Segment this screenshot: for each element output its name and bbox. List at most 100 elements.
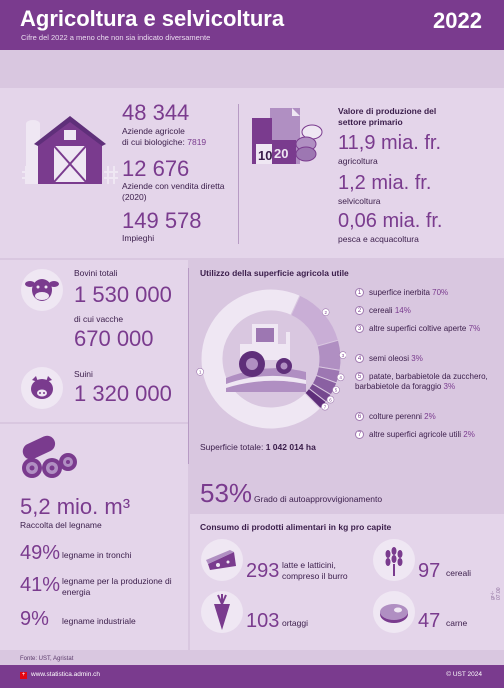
meat-value: 47 [418,610,441,632]
consumption-heading: Consumo di prodotti alimentari in kg pro… [200,522,392,532]
production-fish-value: 0,06 mia. fr. [338,210,443,232]
production-agri-value: 11,9 mia. fr. [338,132,442,154]
donut-marker-label-5: 5 [335,388,338,393]
legend-number: 2 [355,306,364,315]
legend-number: 5 [355,372,364,381]
wood-harvest-value: 5,2 mio. m³ [20,494,131,519]
legend-item-1: 1 superfice inerbita 70% [355,288,495,298]
tractor-icon [226,324,306,392]
legend-value: 7% [468,324,481,333]
donut-marker-3 [339,351,346,359]
legend-item-6: 6 colture perenni 2% [355,412,495,422]
footer-website[interactable]: + www.statistica.admin.ch [20,671,100,679]
wood-energy-pct: 41% [20,574,61,596]
farm-barn-icon [22,116,118,184]
cows-value: 670 000 [74,326,154,351]
pigs-label: Suini [74,369,93,379]
consumption-section [190,514,504,650]
legend-item-5: 5 patate, barbabietole da zucchero, barba… [355,372,495,391]
land-use-total-value: 1 042 014 ha [265,442,316,452]
direct-sale-label: Aziende con vendita diretta (2020) [122,181,225,202]
donut-marker-label-6: 6 [329,397,332,402]
footer-copyright: © UST 2024 [446,671,482,678]
legend-item-7: 7 altre superfici agricole utili 2% [355,430,495,440]
farms-label: Aziende agricole di cui biologiche: 7819 [122,126,242,147]
side-code: gr-i-07.00 [490,587,502,600]
self-supply-label: Grado di autoapprovvigionamento [254,494,383,504]
donut-marker-label-2: 2 [324,310,327,315]
page-subtitle: Cifre del 2022 a meno che non sia indica… [21,33,211,42]
legend-value: 2% [463,430,475,439]
donut-marker-5 [332,386,340,394]
icon-number-20: 20 [274,146,288,161]
donut-marker-6 [326,395,335,404]
header-banner: Agricoltura e selvicoltura Cifre del 202… [0,0,504,50]
organic-label: di cui biologiche: [122,136,185,147]
legend-value: 3% [443,381,456,391]
legend-number: 6 [355,412,364,421]
legend-value: 70% [432,288,449,297]
wood-logs-label: legname in tronchi [62,550,132,560]
legend-label: colture perenni [369,412,422,421]
legend-label: patate, barbabietole da zucchero, barbab… [355,372,488,391]
cow-icon [21,269,63,311]
legend-number: 4 [355,354,364,363]
vegetables-value: 103 [246,610,280,632]
meat-label: carne [446,618,468,628]
carrot-icon [201,591,243,633]
jobs-label: Impieghi [122,233,155,243]
donut-marker-label-1: 1 [199,370,202,375]
legend-value: 2% [424,412,436,421]
legend-label: cereali [369,306,393,315]
swiss-flag-icon: + [20,672,27,679]
donut-marker-1 [196,368,204,376]
pig-icon [21,367,63,409]
wood-industrial-label: legname industriale [62,616,136,626]
legend-item-3: 3 altre superfici coltive aperte 7% [355,324,495,334]
donut-marker-7 [321,402,329,411]
legend-label: altre superfici agricole utili [369,430,462,439]
wood-energy-label: legname per la produzione di energia [62,576,172,597]
land-use-total-label: Superficie totale: [200,442,264,452]
donut-slice-3 [316,339,342,371]
donut-marker-2 [321,308,330,316]
website-link[interactable]: www.statistica.admin.ch [31,671,100,678]
wood-industrial-pct: 9% [20,608,49,630]
legend-label: semi oleosi [369,354,410,363]
cereals-label: cereali [446,568,472,578]
page-title: Agricoltura e selvicoltura [20,6,285,31]
land-use-heading: Utilizzo della superficie agricola utile [200,268,349,278]
legend-item-4: 4 semi oleosi 3% [355,354,495,364]
cheese-icon [201,539,243,581]
production-fish-label: pesca e acquacoltura [338,234,419,244]
donut-slice-1 [200,288,322,430]
source-note: Fonte: UST, Agristat [20,656,74,662]
dairy-label: latte e latticini, compreso il burro [282,560,348,581]
legend-label: superfice inerbita [369,288,430,297]
legend-value: 14% [394,306,411,315]
pigs-value: 1 320 000 [74,381,172,406]
icon-number-10: 10 [258,148,272,163]
wood-logs-pct: 49% [20,542,61,564]
wheat-icon [373,539,415,581]
legend-label: altre superfici coltive aperte [369,324,467,333]
jobs-count: 149 578 [122,208,202,233]
legend-number: 3 [355,324,364,333]
legend-number: 7 [355,430,364,439]
production-value-icon: 10 20 [252,108,323,164]
direct-sale-count: 12 676 [122,156,190,181]
donut-marker-label-4: 4 [339,375,342,380]
section-divider [238,104,239,244]
farms-count: 48 344 [122,100,190,125]
land-use-total: Superficie totale: 1 042 014 ha [200,442,316,453]
section-divider-2 [188,268,189,464]
organic-value: 7819 [187,136,207,147]
production-forest-label: selvicoltura [338,196,381,206]
production-heading: Valore di produzione del settore primari… [338,106,437,127]
cattle-value: 1 530 000 [74,282,172,307]
meat-icon [373,591,415,633]
year-label: 2022 [433,8,482,33]
production-agri-label: agricoltura [338,156,378,166]
legend-value: 3% [411,354,423,363]
legend-number: 1 [355,288,364,297]
